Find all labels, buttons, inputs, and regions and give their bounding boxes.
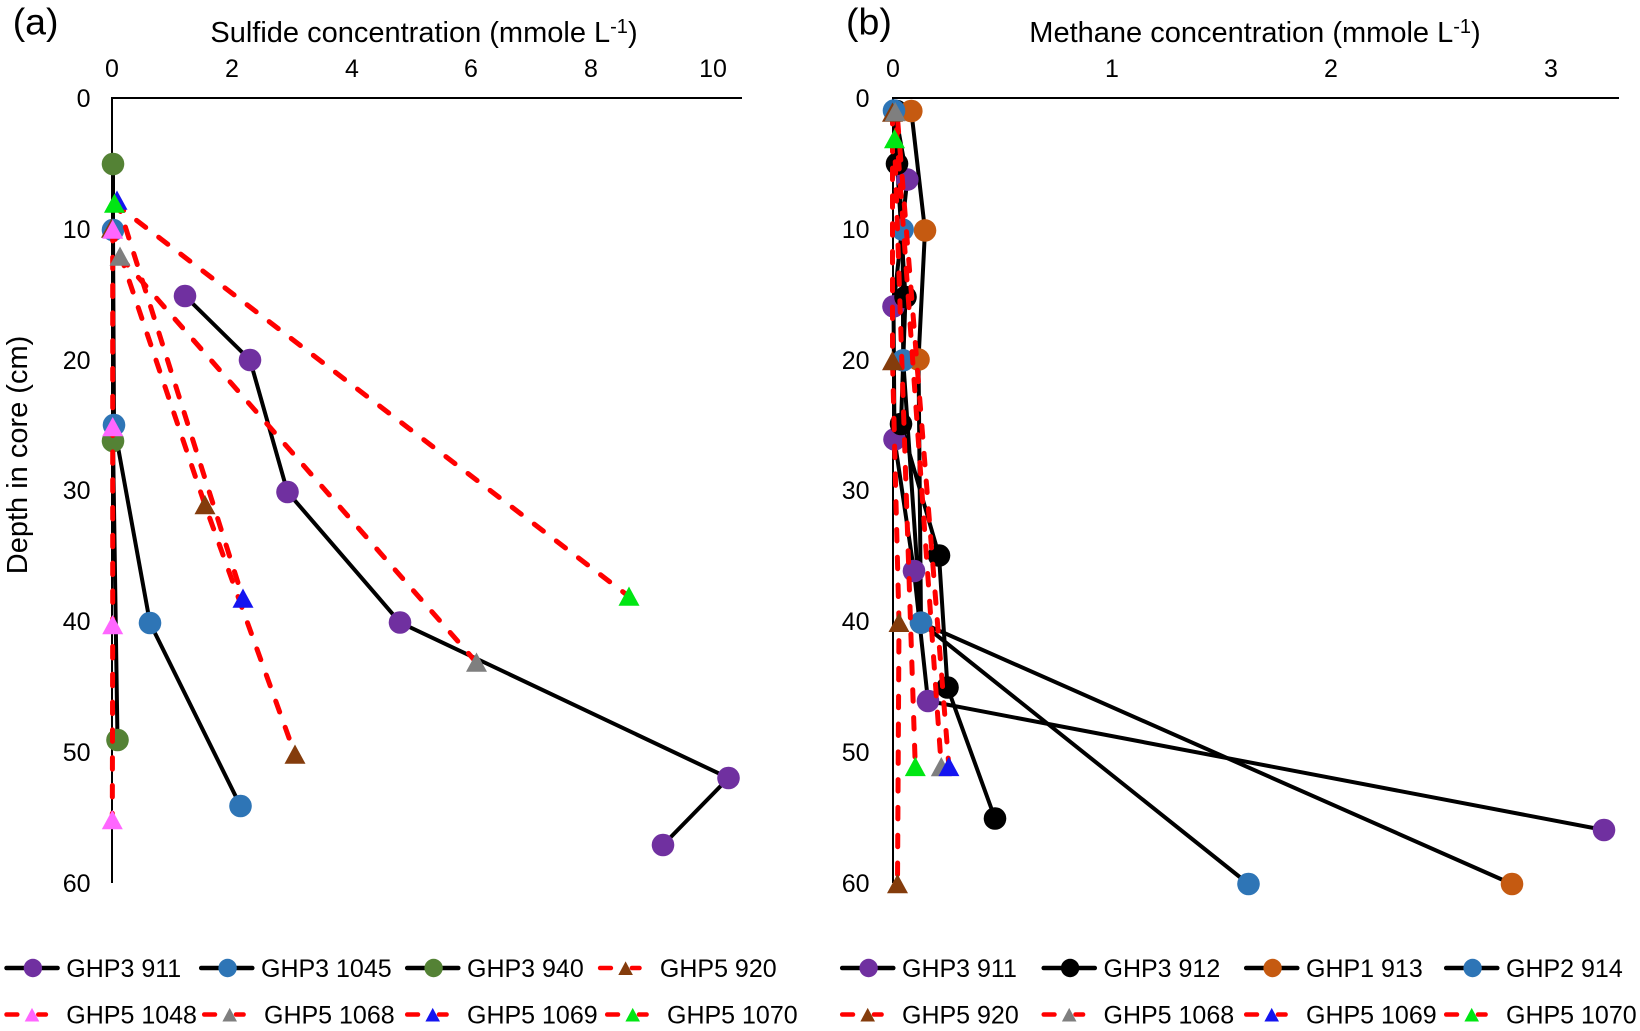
svg-text:1: 1 — [1105, 55, 1119, 83]
svg-text:2: 2 — [1324, 55, 1338, 83]
svg-text:GHP3 911: GHP3 911 — [902, 955, 1017, 983]
svg-text:GHP5 1069: GHP5 1069 — [467, 1002, 598, 1027]
svg-text:GHP2 914: GHP2 914 — [1506, 955, 1623, 983]
svg-text:0: 0 — [105, 55, 119, 83]
svg-text:2: 2 — [225, 55, 239, 83]
svg-text:(a): (a) — [13, 1, 59, 43]
svg-text:20: 20 — [63, 347, 91, 375]
svg-text:GHP3 912: GHP3 912 — [1104, 955, 1221, 983]
svg-text:GHP5 1069: GHP5 1069 — [1306, 1002, 1437, 1027]
svg-text:10: 10 — [842, 216, 870, 244]
svg-text:Sulfide concentration (mmole L: Sulfide concentration (mmole L-1) — [210, 16, 637, 49]
svg-text:50: 50 — [842, 739, 870, 767]
svg-text:GHP3 1045: GHP3 1045 — [261, 955, 392, 983]
svg-text:6: 6 — [464, 55, 478, 83]
svg-text:10: 10 — [63, 216, 91, 244]
svg-text:60: 60 — [842, 870, 870, 898]
svg-text:GHP3 940: GHP3 940 — [467, 955, 584, 983]
svg-text:40: 40 — [63, 608, 91, 636]
svg-text:8: 8 — [584, 55, 598, 83]
svg-text:Methane concentration (mmole L: Methane concentration (mmole L-1) — [1029, 16, 1480, 49]
svg-text:GHP5 1048: GHP5 1048 — [66, 1002, 197, 1027]
svg-text:(b): (b) — [846, 1, 892, 43]
svg-text:0: 0 — [856, 85, 870, 113]
svg-text:GHP5 1068: GHP5 1068 — [264, 1002, 395, 1027]
svg-text:GHP1 913: GHP1 913 — [1306, 955, 1423, 983]
svg-text:50: 50 — [63, 739, 91, 767]
svg-text:3: 3 — [1544, 55, 1558, 83]
svg-text:10: 10 — [699, 55, 727, 83]
svg-text:GHP5 1068: GHP5 1068 — [1104, 1002, 1235, 1027]
svg-text:GHP5 1070: GHP5 1070 — [667, 1002, 798, 1027]
svg-text:0: 0 — [886, 55, 900, 83]
svg-text:GHP5 920: GHP5 920 — [660, 955, 777, 983]
svg-text:GHP3 911: GHP3 911 — [66, 955, 181, 983]
svg-text:0: 0 — [77, 85, 91, 113]
svg-text:Depth in core (cm): Depth in core (cm) — [2, 336, 34, 575]
svg-text:4: 4 — [345, 55, 359, 83]
svg-text:40: 40 — [842, 608, 870, 636]
svg-text:20: 20 — [842, 347, 870, 375]
svg-text:60: 60 — [63, 870, 91, 898]
svg-text:GHP5 1070: GHP5 1070 — [1506, 1002, 1637, 1027]
svg-text:30: 30 — [63, 477, 91, 505]
svg-text:30: 30 — [842, 477, 870, 505]
svg-text:GHP5 920: GHP5 920 — [902, 1002, 1019, 1027]
